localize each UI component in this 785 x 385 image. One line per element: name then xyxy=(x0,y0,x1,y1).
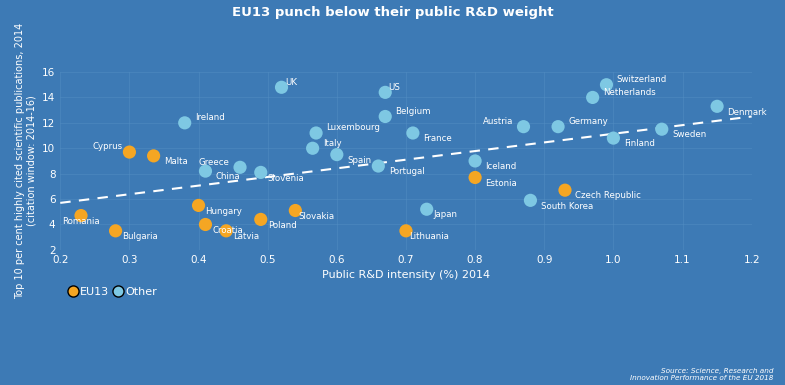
Text: UK: UK xyxy=(285,78,297,87)
Text: France: France xyxy=(423,134,452,143)
Text: Hungary: Hungary xyxy=(206,207,243,216)
Text: Belgium: Belgium xyxy=(396,107,431,116)
Text: Netherlands: Netherlands xyxy=(603,88,655,97)
Text: Ireland: Ireland xyxy=(195,113,225,122)
Point xyxy=(289,208,301,214)
Point xyxy=(407,130,419,136)
Point xyxy=(192,203,205,209)
Point xyxy=(306,145,319,151)
Point xyxy=(379,89,392,95)
Text: Estonia: Estonia xyxy=(485,179,517,188)
Text: Italy: Italy xyxy=(323,139,341,148)
Point xyxy=(109,228,122,234)
Point xyxy=(586,94,599,100)
Point xyxy=(421,206,433,212)
Point xyxy=(469,174,481,181)
Text: Source: Science, Research and
Innovation Performance of the EU 2018: Source: Science, Research and Innovation… xyxy=(630,368,773,381)
Point xyxy=(559,187,571,193)
Text: Malta: Malta xyxy=(164,157,188,166)
Text: Portugal: Portugal xyxy=(389,167,425,176)
Point xyxy=(75,213,87,219)
Point xyxy=(601,82,613,88)
Point xyxy=(310,130,323,136)
Point xyxy=(276,84,288,90)
Point xyxy=(379,114,392,120)
Text: US: US xyxy=(389,83,400,92)
Point xyxy=(711,103,724,109)
Text: Sweden: Sweden xyxy=(672,131,707,139)
Text: Greece: Greece xyxy=(199,158,230,167)
Text: China: China xyxy=(216,172,240,181)
Text: Cyprus: Cyprus xyxy=(93,142,122,151)
Text: Switzerland: Switzerland xyxy=(617,75,667,84)
Point xyxy=(254,216,267,223)
Text: Czech Republic: Czech Republic xyxy=(575,191,641,201)
Text: Iceland: Iceland xyxy=(485,162,517,171)
Point xyxy=(234,164,246,171)
Text: Japan: Japan xyxy=(433,211,458,219)
Legend: EU13, Other: EU13, Other xyxy=(66,282,161,301)
Text: Latvia: Latvia xyxy=(233,232,259,241)
Point xyxy=(199,168,212,174)
Text: Denmark: Denmark xyxy=(728,107,767,117)
Point xyxy=(517,124,530,130)
Text: Slovenia: Slovenia xyxy=(268,174,305,182)
Y-axis label: Top 10 per cent highly cited scientific publications, 2014
(citation window: 201: Top 10 per cent highly cited scientific … xyxy=(15,23,37,299)
X-axis label: Public R&D intensity (%) 2014: Public R&D intensity (%) 2014 xyxy=(322,270,490,280)
Point xyxy=(372,163,385,169)
Text: Luxembourg: Luxembourg xyxy=(327,124,380,132)
Text: Spain: Spain xyxy=(347,156,371,165)
Point xyxy=(123,149,136,155)
Text: Croatia: Croatia xyxy=(213,226,243,235)
Point xyxy=(330,152,343,158)
Text: Finland: Finland xyxy=(624,139,655,148)
Text: Slovakia: Slovakia xyxy=(299,212,335,221)
Point xyxy=(199,221,212,228)
Point xyxy=(148,153,160,159)
Text: Germany: Germany xyxy=(568,117,608,126)
Text: Poland: Poland xyxy=(268,221,297,229)
Text: Lithuania: Lithuania xyxy=(410,232,449,241)
Text: Romania: Romania xyxy=(62,217,100,226)
Text: Bulgaria: Bulgaria xyxy=(122,232,159,241)
Point xyxy=(400,228,412,234)
Text: South Korea: South Korea xyxy=(541,202,593,211)
Point xyxy=(607,135,619,141)
Point xyxy=(220,228,232,234)
Point xyxy=(178,120,191,126)
Point xyxy=(524,197,537,203)
Point xyxy=(655,126,668,132)
Point xyxy=(254,169,267,176)
Text: EU13 punch below their public R&D weight: EU13 punch below their public R&D weight xyxy=(232,6,553,19)
Point xyxy=(552,124,564,130)
Point xyxy=(469,158,481,164)
Text: Austria: Austria xyxy=(483,117,513,126)
